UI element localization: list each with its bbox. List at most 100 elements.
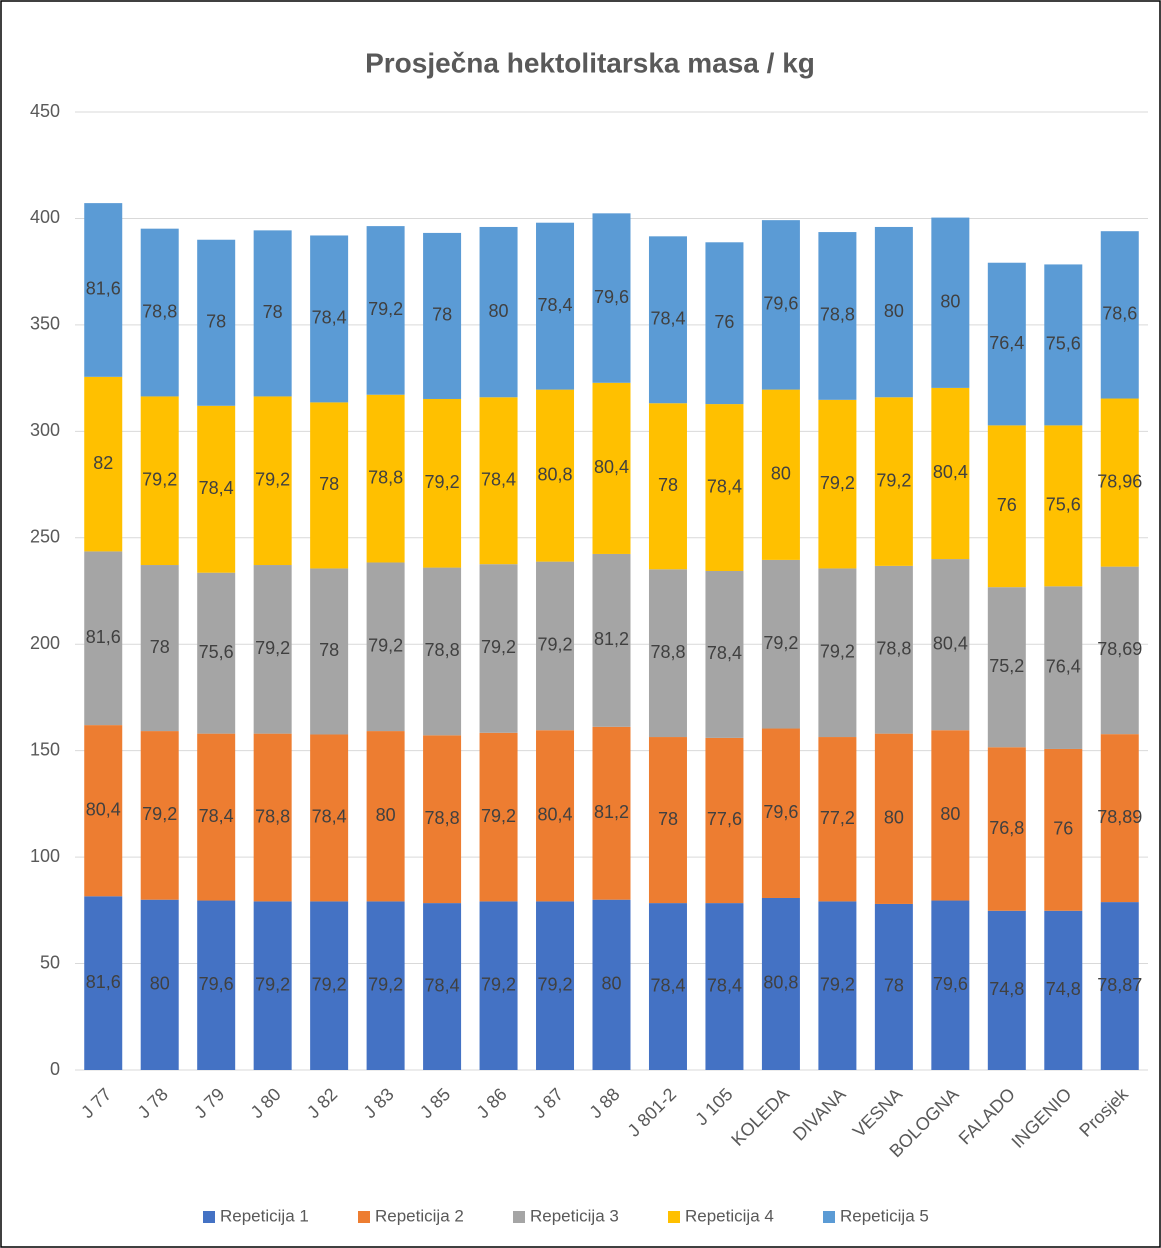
data-label: 80 bbox=[489, 301, 509, 321]
data-label: 79,2 bbox=[538, 635, 573, 655]
data-label: 78,89 bbox=[1097, 807, 1142, 827]
bar-segment bbox=[536, 389, 575, 562]
bar-segment bbox=[84, 376, 123, 552]
bar-segment bbox=[818, 568, 857, 738]
y-tick-label: 200 bbox=[30, 633, 60, 653]
bar-segment bbox=[84, 551, 123, 726]
bar-segment bbox=[140, 565, 179, 732]
y-tick-label: 400 bbox=[30, 207, 60, 227]
data-label: 78,4 bbox=[707, 975, 742, 995]
data-label: 81,2 bbox=[594, 629, 629, 649]
chart-title: Prosječna hektolitarska masa / kg bbox=[365, 47, 815, 78]
y-tick-label: 50 bbox=[40, 952, 60, 972]
data-label: 81,6 bbox=[86, 279, 121, 299]
data-label: 78 bbox=[658, 809, 678, 829]
data-label: 79,2 bbox=[425, 472, 460, 492]
data-label: 78,4 bbox=[650, 975, 685, 995]
data-label: 79,2 bbox=[142, 469, 177, 489]
data-label: 80 bbox=[884, 301, 904, 321]
bar-segment bbox=[423, 232, 462, 399]
bar-segment bbox=[423, 398, 462, 568]
y-tick-label: 300 bbox=[30, 420, 60, 440]
data-label: 79,2 bbox=[368, 636, 403, 656]
data-label: 78,96 bbox=[1097, 471, 1142, 491]
data-label: 80,4 bbox=[933, 462, 968, 482]
bar-segment bbox=[761, 897, 800, 1070]
data-label: 78,8 bbox=[425, 640, 460, 660]
data-label: 79,2 bbox=[481, 637, 516, 657]
data-label: 77,2 bbox=[820, 808, 855, 828]
bar-segment bbox=[253, 733, 292, 902]
bar-segment bbox=[1100, 566, 1139, 735]
bar-segment bbox=[874, 397, 913, 566]
data-label: 79,6 bbox=[763, 294, 798, 314]
data-label: 78,4 bbox=[707, 476, 742, 496]
data-label: 80,8 bbox=[763, 973, 798, 993]
data-label: 79,2 bbox=[763, 633, 798, 653]
y-tick-label: 250 bbox=[30, 527, 60, 547]
bar-segment bbox=[592, 553, 631, 727]
data-label: 74,8 bbox=[1046, 979, 1081, 999]
bar-segment bbox=[761, 728, 800, 898]
bar-segment bbox=[648, 403, 687, 570]
data-label: 78,8 bbox=[368, 467, 403, 487]
bar-segment bbox=[874, 903, 913, 1070]
bar-segment bbox=[592, 382, 631, 554]
data-label: 76,8 bbox=[989, 818, 1024, 838]
bar-segment bbox=[366, 226, 405, 395]
data-label: 78,8 bbox=[255, 806, 290, 826]
bar-segment bbox=[931, 900, 970, 1070]
y-tick-label: 0 bbox=[50, 1059, 60, 1079]
data-label: 76 bbox=[714, 312, 734, 332]
data-label: 78,8 bbox=[876, 639, 911, 659]
data-label: 78,4 bbox=[650, 309, 685, 329]
bar-segment bbox=[423, 903, 462, 1070]
bar-segment bbox=[423, 735, 462, 904]
bar-segment bbox=[536, 901, 575, 1070]
bar-segment bbox=[253, 565, 292, 734]
bar-segment bbox=[197, 405, 236, 573]
data-label: 79,2 bbox=[368, 299, 403, 319]
bar-segment bbox=[366, 394, 405, 563]
data-label: 79,2 bbox=[255, 469, 290, 489]
bar-segment bbox=[197, 900, 236, 1070]
legend-label: Repeticija 5 bbox=[840, 1206, 929, 1225]
bar-segment bbox=[987, 910, 1026, 1070]
data-label: 79,6 bbox=[199, 974, 234, 994]
y-tick-label: 350 bbox=[30, 314, 60, 334]
bar-segment bbox=[931, 387, 970, 560]
data-label: 79,6 bbox=[594, 287, 629, 307]
bar-segment bbox=[987, 747, 1026, 911]
data-label: 79,2 bbox=[481, 806, 516, 826]
data-label: 78,4 bbox=[707, 643, 742, 663]
data-label: 74,8 bbox=[989, 979, 1024, 999]
data-label: 78 bbox=[884, 976, 904, 996]
y-tick-label: 100 bbox=[30, 846, 60, 866]
data-label: 78,8 bbox=[820, 305, 855, 325]
bar-segment bbox=[1044, 425, 1083, 587]
bar-segment bbox=[705, 737, 744, 904]
bar-segment bbox=[931, 217, 970, 388]
bar-segment bbox=[423, 567, 462, 736]
data-label: 78,6 bbox=[1102, 304, 1137, 324]
data-label: 80,4 bbox=[86, 799, 121, 819]
bar-segment bbox=[1100, 734, 1139, 903]
bar-segment bbox=[310, 901, 349, 1070]
data-label: 78,4 bbox=[199, 478, 234, 498]
data-label: 75,2 bbox=[989, 656, 1024, 676]
data-label: 78,4 bbox=[199, 806, 234, 826]
bar-segment bbox=[479, 397, 518, 565]
bar-segment bbox=[366, 731, 405, 902]
data-label: 78,87 bbox=[1097, 975, 1142, 995]
bar-segment bbox=[818, 399, 857, 569]
bar-segment bbox=[648, 569, 687, 738]
bar-segment bbox=[310, 734, 349, 902]
data-label: 78,4 bbox=[312, 807, 347, 827]
bar-segment bbox=[140, 731, 179, 900]
bar-segment bbox=[1044, 586, 1083, 749]
bar-segment bbox=[536, 730, 575, 902]
bar-segment bbox=[479, 226, 518, 398]
bar-segment bbox=[987, 262, 1026, 426]
bar-segment bbox=[874, 733, 913, 904]
